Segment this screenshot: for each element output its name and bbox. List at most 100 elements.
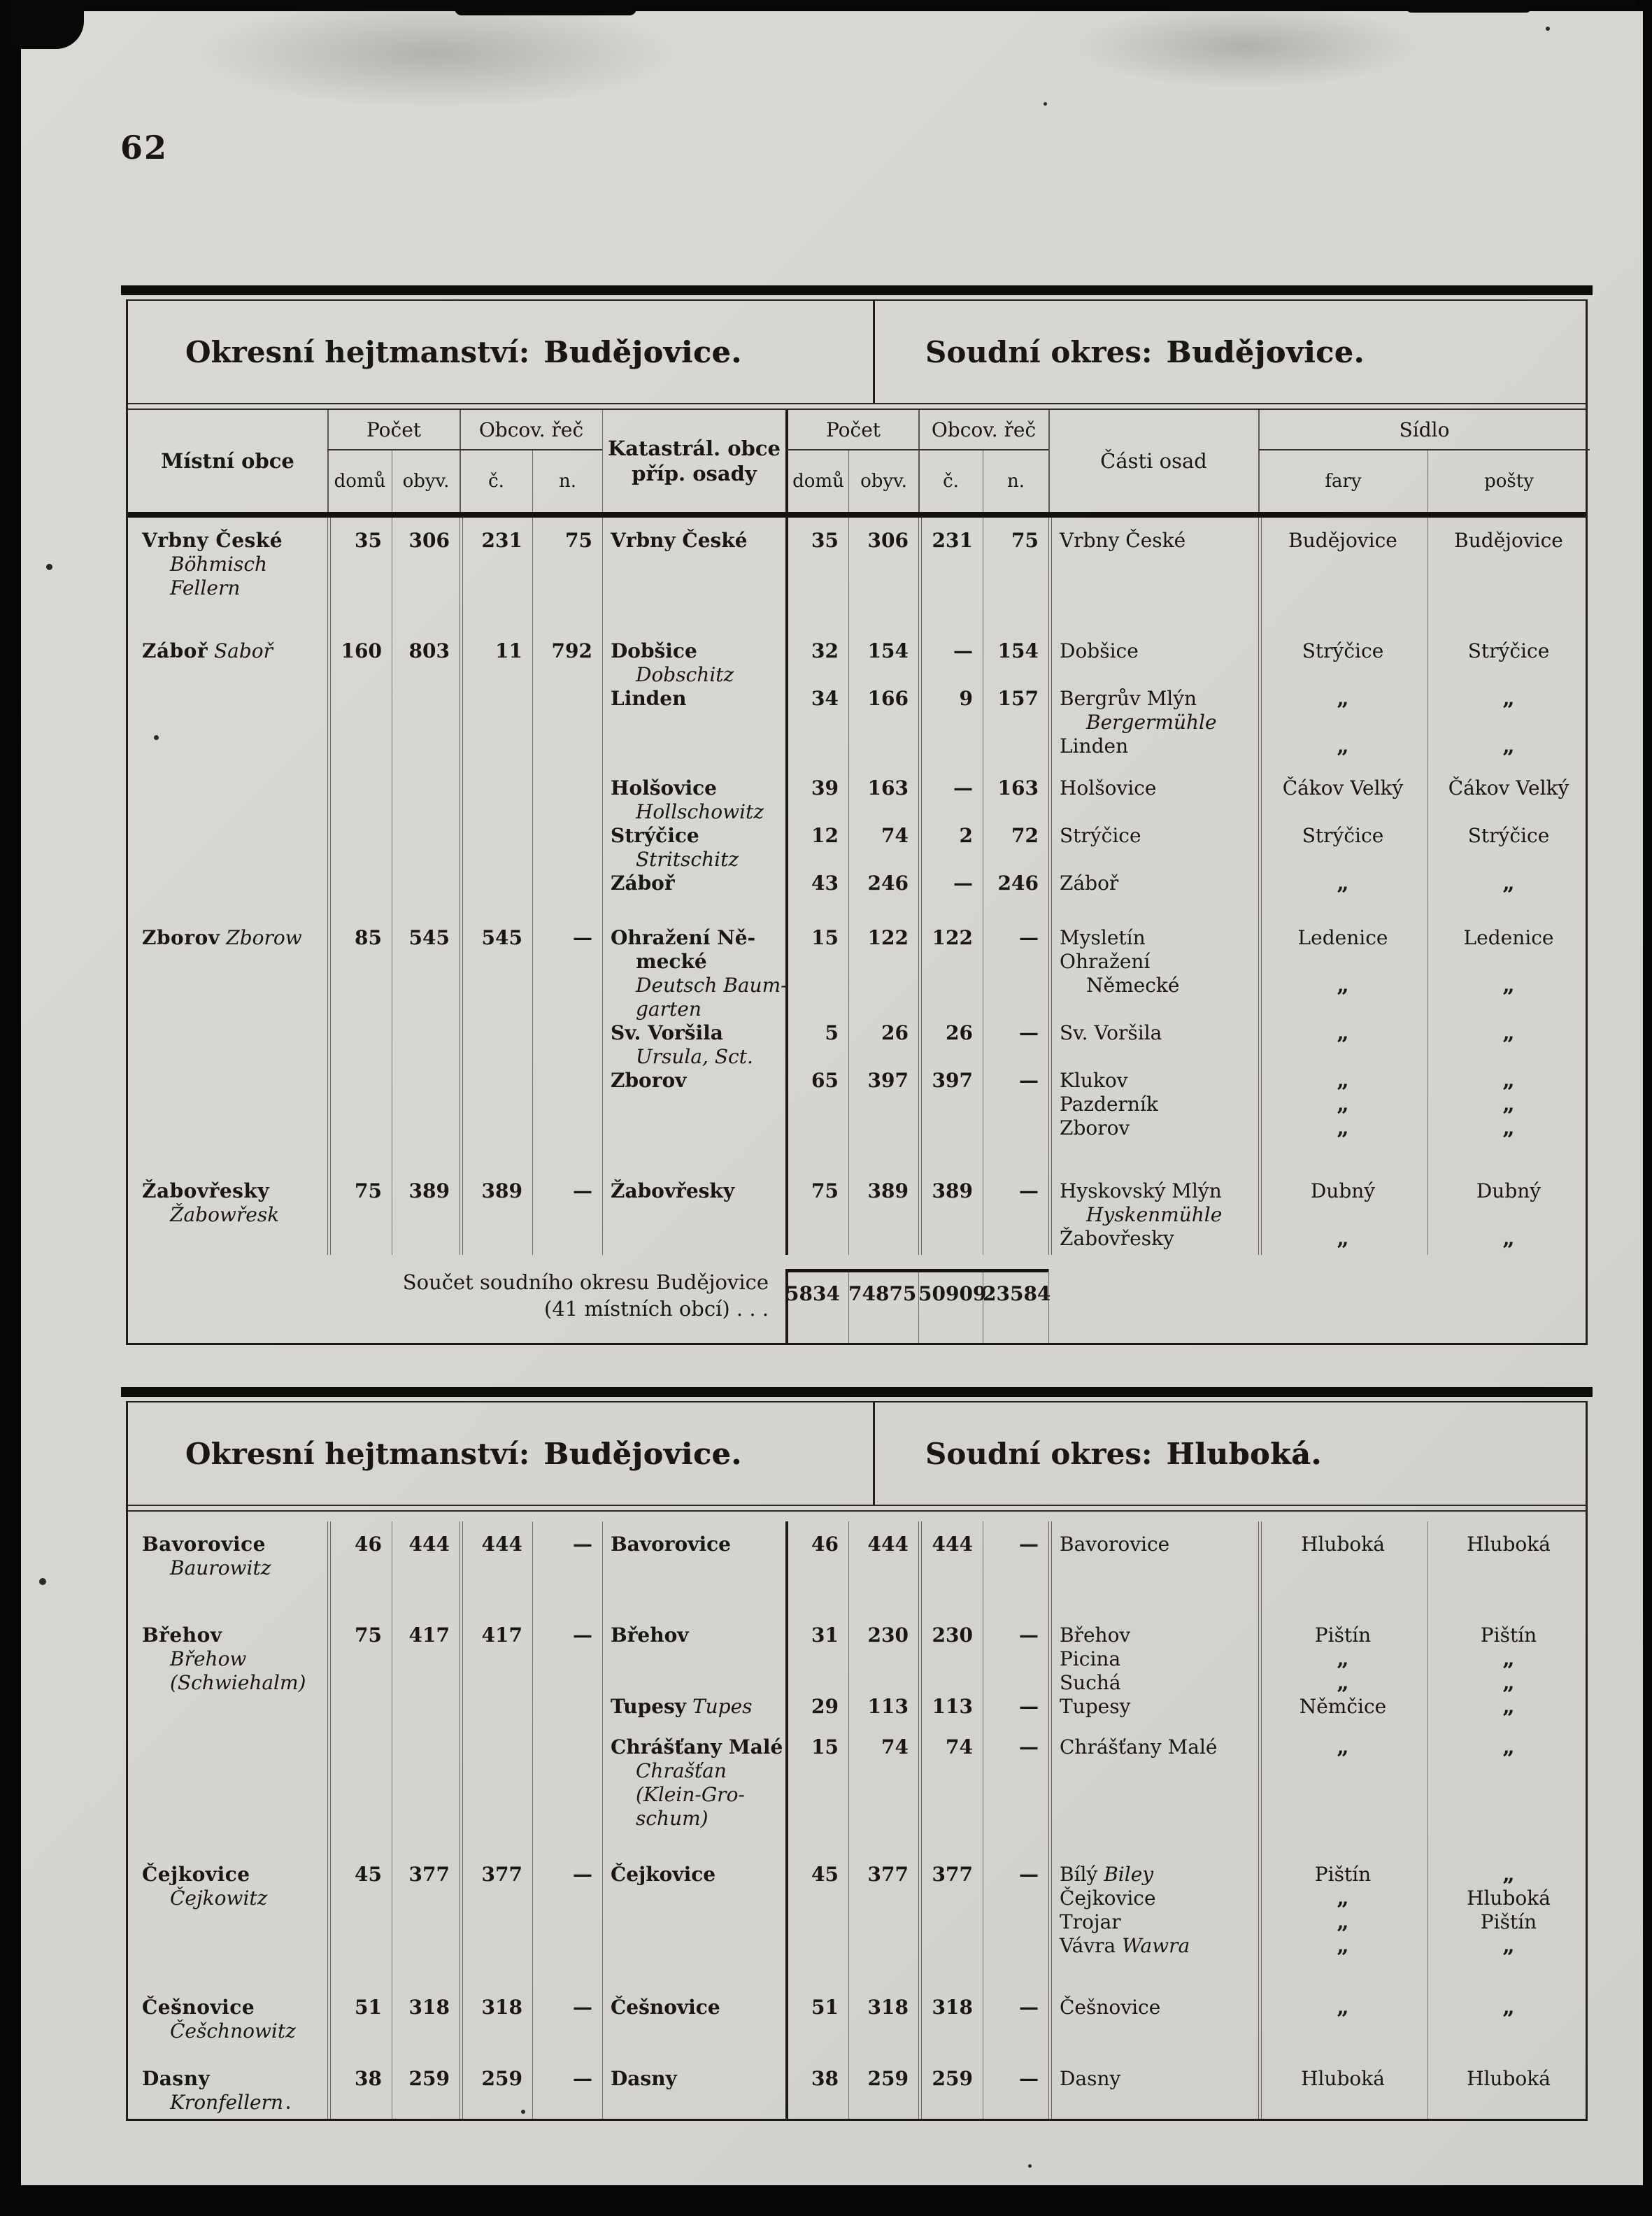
cell-n2 [983,848,1048,872]
cell-posta: „ [1427,1695,1590,1719]
table-line: Břehow Picina „ „ [128,1647,1586,1671]
cell-n2 [983,663,1048,687]
scan-blob [455,0,636,15]
cell-o2 [848,950,918,974]
cell-posta: „ [1427,1093,1590,1116]
title-okresni-hejtmanstvi: Okresní hejtmanství: Budějovice. [128,301,873,403]
cell-text: „ [1502,1995,1515,2019]
cell-cast: Zborov [1048,1116,1258,1140]
cell-text: 318 [867,1996,909,2019]
header-sidlo: Sídlo [1258,410,1590,450]
cell-obec [128,663,327,687]
cell-text: 154 [867,639,909,662]
cell-n2 [983,800,1048,824]
cell-n2: — [983,1179,1048,1203]
cell-o1: 389 [392,1179,460,1203]
table-line: Stritschitz [128,848,1586,872]
cell-text: 259 [867,2067,909,2090]
cell-d1: 45 [327,1863,392,1887]
cell-obec [128,1021,327,1045]
summary-c: 50909 [918,1269,986,1322]
scan-speck [287,2106,290,2109]
cell-text: „ [1337,973,1349,997]
table-line: Břehov 75 417 417 — Břehov 31 230 230 — Břehov Pišt… [128,1624,1586,1647]
cell-text: 113 [867,1695,909,1718]
table-line: Pazderník „ „ [128,1093,1586,1116]
cell-d1 [327,576,392,600]
table-frame: Okresní hejtmanství: Budějovice. Soudní … [126,299,1590,1345]
cell-obec [128,997,327,1021]
row-gap [128,1580,1586,1624]
cell-obec [128,711,327,734]
table-line: Trojar „ Pištín [128,1910,1586,1934]
cell-text: 46 [355,1533,382,1556]
cell-text: „ [1337,1933,1349,1958]
cell-cast: Hyskenmühle [1048,1203,1258,1227]
cell-text: „ [1502,1647,1515,1671]
cell-fara: Čákov Velký [1258,776,1427,800]
cell-text: — [1019,1624,1039,1647]
cell-cast [1048,1556,1258,1580]
title-band: Okresní hejtmanství: Budějovice. Soudní … [128,1402,1586,1505]
table-rule [785,518,788,1255]
cell-text: Pištín [1314,1863,1372,1886]
cell-text: „ [1337,1735,1349,1759]
cell-obec: Kronfellern [128,2091,327,2115]
scan-blob [14,0,1636,10]
cell-cast: Břehov [1048,1624,1258,1647]
table-rule [848,1269,849,1343]
cell-d1 [327,663,392,687]
cell-text: Bílý [1060,1863,1104,1886]
cell-d2 [785,974,848,997]
cell-c2: 377 [918,1863,983,1887]
cell-text: 377 [932,1863,973,1886]
header-katastral-line1: Katastrál. obce [608,436,781,460]
cell-c1 [460,950,532,974]
cell-c1 [460,848,532,872]
cell-n2 [983,2091,1048,2115]
cell-text: Linden [1060,734,1129,758]
cell-text: Zborow [220,926,302,949]
cell-text: 389 [867,1179,909,1202]
cell-fara: „ [1258,687,1427,711]
cell-text: 65 [811,1069,839,1092]
cell-d1 [327,1069,392,1093]
cell-text: 122 [867,926,909,949]
cell-fara: „ [1258,1069,1427,1093]
header-n: n. [532,450,602,512]
cell-d2 [785,1116,848,1140]
cell-n2 [983,950,1048,974]
cell-o2: 444 [848,1533,918,1556]
cell-text: Vrbny České [611,529,748,552]
cell-kat: Břehov [602,1624,785,1647]
cell-text: 9 [959,687,973,710]
cell-text: Trojar [1060,1910,1121,1933]
cell-c2 [918,1910,983,1934]
cell-c2: — [918,776,983,800]
cell-o1 [392,1910,460,1934]
cell-fara: „ [1258,1996,1427,2019]
table-rule [1258,1521,1262,2119]
cell-c2: 9 [918,687,983,711]
cell-o1 [392,1887,460,1910]
cell-c2: 318 [918,1996,983,2019]
cell-n1: 75 [532,529,602,553]
cell-text: Hluboká [1301,2067,1385,2090]
cell-d1 [327,734,392,758]
cell-n1 [532,1203,602,1227]
cell-text: 11 [495,639,522,662]
cell-kat [602,711,785,734]
table-line: Baurowitz [128,1556,1586,1580]
table-rule [460,1521,463,2119]
cell-text: 34 [811,687,839,710]
cell-cast [1048,576,1258,600]
cell-kat [602,1556,785,1580]
cell-text: „ [1502,1116,1515,1140]
cell-c1 [460,553,532,576]
cell-text: Dobšice [611,639,697,662]
table-line: mecké Ohražení [128,950,1586,974]
cell-text: „ [1502,1694,1515,1719]
cell-c1 [460,1671,532,1695]
cell-fara [1258,1045,1427,1069]
cell-fara: Strýčice [1258,639,1427,663]
